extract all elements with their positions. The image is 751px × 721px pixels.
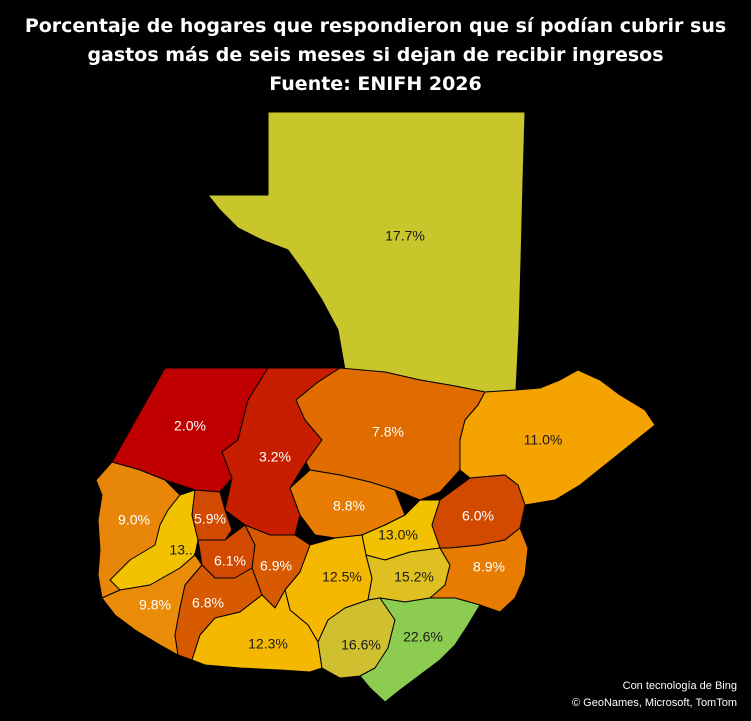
label-zacapa: 6.0%	[462, 508, 494, 524]
region-chiquimula	[429, 527, 529, 613]
label-alta-verapaz: 7.8%	[372, 424, 404, 440]
label-quetzaltenango: 13....	[169, 542, 200, 558]
label-escuintla: 12.3%	[248, 636, 288, 652]
label-guatemala: 12.5%	[322, 569, 362, 585]
label-izabal: 11.0%	[524, 432, 563, 448]
title-line-2: gastos más de seis meses si dejan de rec…	[87, 44, 664, 66]
label-huehuetenango: 2.0%	[174, 418, 206, 434]
label-quiche: 3.2%	[259, 449, 291, 465]
label-san-marcos: 9.0%	[118, 512, 150, 528]
label-baja-verapaz: 8.8%	[333, 498, 365, 514]
region-jutiapa	[359, 597, 481, 703]
region-izabal	[459, 369, 656, 506]
label-peten: 17.7%	[385, 228, 425, 244]
region-escuintla	[191, 589, 323, 673]
label-el-progreso: 13.0%	[378, 527, 418, 543]
credit-sources: © GeoNames, Microsoft, TomTom	[572, 697, 737, 709]
map-title: Porcentaje de hogares que respondieron q…	[0, 12, 751, 99]
region-peten	[207, 111, 526, 393]
label-jalapa: 15.2%	[394, 569, 434, 585]
label-santa-rosa: 16.6%	[341, 637, 381, 653]
label-solola: 6.1%	[214, 553, 246, 569]
label-suchitepequez: 6.8%	[192, 595, 224, 611]
label-totonicapan: 5.9%	[194, 511, 226, 527]
region-totonicapan	[191, 489, 233, 541]
title-line-3: Fuente: ENIFH 2026	[269, 73, 482, 95]
label-chiquimula: 8.9%	[473, 559, 505, 575]
label-retalhuleu: 9.8%	[139, 597, 171, 613]
label-jutiapa: 22.6%	[403, 629, 443, 645]
credit-bing: Con tecnología de Bing	[622, 680, 737, 692]
label-chimaltenango: 6.9%	[260, 558, 292, 574]
title-line-1: Porcentaje de hogares que respondieron q…	[24, 15, 727, 37]
